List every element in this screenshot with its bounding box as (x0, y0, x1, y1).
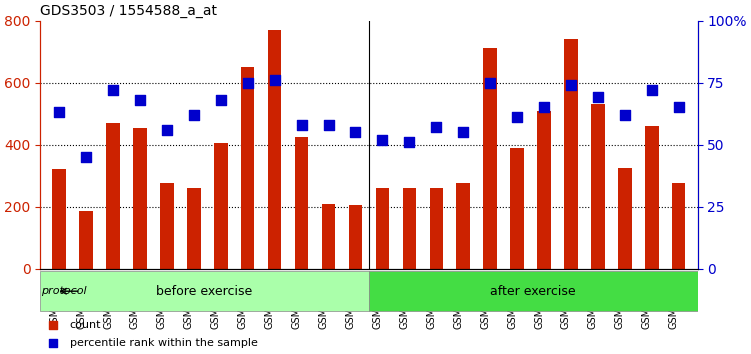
Point (134, 97, 146, 103)
Point (107, 87, 119, 93)
Bar (403, 188, 416, 269)
Bar (241, 67, 255, 269)
Point (482, 99, 494, 105)
Bar (348, 205, 362, 269)
Point (484, 80, 496, 85)
Bar (133, 127, 146, 269)
Point (376, 137, 388, 143)
Point (619, 112, 631, 118)
Bar (537, 110, 550, 269)
Point (403, 139, 415, 145)
Bar (268, 30, 282, 269)
Point (188, 112, 200, 118)
Bar (107, 123, 119, 269)
Point (296, 122, 308, 127)
Point (215, 97, 227, 103)
Point (482, 263, 494, 269)
Bar (160, 183, 173, 269)
Point (592, 95, 604, 100)
Bar (214, 143, 228, 269)
Point (242, 80, 254, 85)
Bar (376, 188, 389, 269)
Point (161, 127, 173, 132)
Point (322, 122, 334, 127)
Bar (618, 168, 632, 269)
Bar (564, 39, 578, 269)
Bar (80, 211, 93, 269)
Point (538, 104, 550, 110)
Text: count: count (70, 320, 101, 330)
Text: protocol: protocol (41, 286, 86, 296)
FancyBboxPatch shape (41, 271, 369, 312)
Bar (187, 188, 201, 269)
Point (457, 129, 469, 135)
Point (349, 129, 361, 135)
Text: before exercise: before exercise (156, 285, 253, 298)
Point (565, 82, 577, 88)
Bar (53, 170, 66, 269)
FancyBboxPatch shape (369, 271, 698, 312)
Bar (321, 204, 335, 269)
Bar (430, 188, 443, 269)
Bar (645, 126, 659, 269)
Text: percentile rank within the sample: percentile rank within the sample (70, 338, 258, 348)
Bar (591, 104, 605, 269)
Point (53, 109, 65, 115)
Bar (672, 183, 686, 269)
Bar (295, 137, 309, 269)
Point (80, 154, 92, 160)
Bar (511, 148, 524, 269)
Bar (484, 48, 497, 269)
Point (673, 104, 685, 110)
Text: after exercise: after exercise (490, 285, 576, 298)
Point (430, 124, 442, 130)
Text: GDS3503 / 1554588_a_at: GDS3503 / 1554588_a_at (41, 4, 217, 18)
Point (511, 114, 523, 120)
Point (269, 77, 281, 83)
Point (646, 87, 658, 93)
Bar (457, 183, 470, 269)
